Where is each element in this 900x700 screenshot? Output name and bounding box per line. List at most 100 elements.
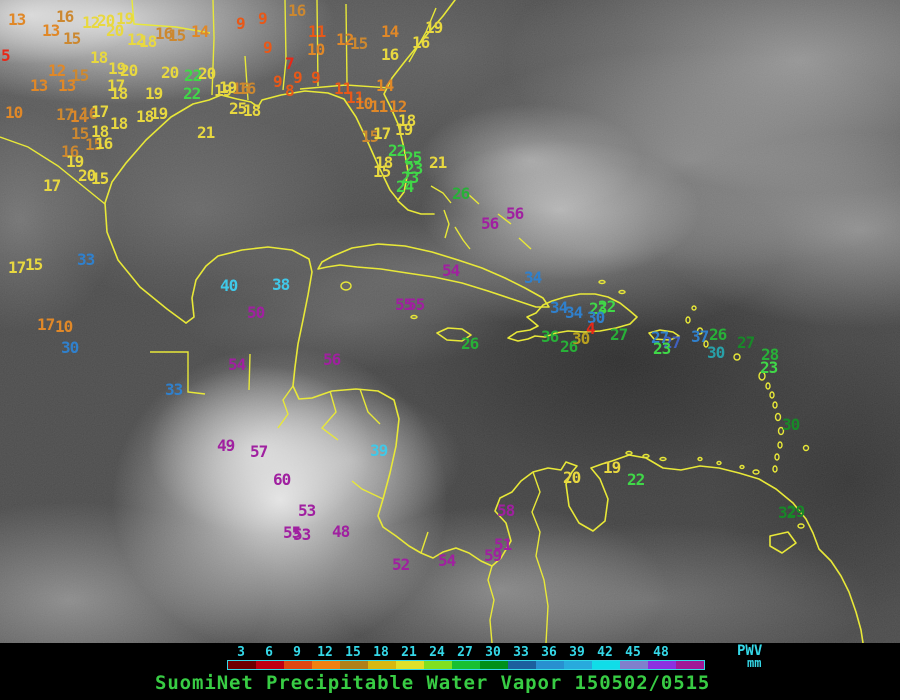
station-value: 7 [285, 54, 295, 73]
station-value: 23 [653, 339, 671, 358]
colorbar-tick: 15 [345, 645, 361, 660]
station-value: 17 [91, 102, 109, 121]
station-value: 18 [375, 153, 393, 172]
station-value: 20 [198, 64, 216, 83]
station-value: 17 [37, 315, 55, 334]
station-value: 19 [219, 78, 237, 97]
station-value: 19 [108, 59, 126, 78]
station-value: 29 [787, 502, 805, 521]
station-value: 19 [214, 81, 232, 100]
station-value: 27 [610, 325, 628, 344]
colorbar-segment [648, 661, 676, 669]
station-value: 40 [220, 276, 238, 295]
colorbar-segment [424, 661, 452, 669]
station-value: 38 [272, 275, 290, 294]
station-value: 15 [361, 127, 379, 146]
colorbar-segment [368, 661, 396, 669]
station-value: 33 [165, 380, 183, 399]
station-value: 23 [589, 299, 607, 318]
station-value: 11 [346, 88, 364, 107]
colorbar [227, 660, 705, 670]
station-values-layer: 13 16 12 20 19 13 15 20 12 18 16 15 14 9 9 16 5 12 15 13 13 1… [1, 3, 805, 573]
colorbar-tick: 42 [597, 645, 613, 660]
station-value: 12 [82, 13, 100, 32]
station-value: 21 [197, 123, 215, 142]
station-value: 12 [336, 30, 354, 49]
station-value: 27 [663, 333, 681, 352]
colorbar-segment [592, 661, 620, 669]
station-value: 34 [565, 303, 583, 322]
station-value: 37 [691, 327, 709, 346]
station-value: 55 [283, 523, 301, 542]
station-value: 18 [243, 101, 261, 120]
station-value: 59 [484, 546, 502, 565]
station-value: 10 [55, 317, 73, 336]
station-value: 56 [323, 350, 341, 369]
station-value: 16 [238, 79, 256, 98]
station-value: 28 [761, 345, 779, 364]
station-value: 27 [737, 333, 755, 352]
station-value: 16 [155, 24, 173, 43]
station-value: 21 [429, 153, 447, 172]
colorbar-segment [228, 661, 256, 669]
station-value: 13 [30, 76, 48, 95]
station-value: 18 [136, 107, 154, 126]
station-value: 13 [58, 76, 76, 95]
station-value: 23 [401, 168, 419, 187]
station-value: 39 [370, 441, 388, 460]
station-value: 15 [350, 34, 368, 53]
station-value: 13 [8, 10, 26, 29]
station-value: 34 [524, 268, 542, 287]
colorbar-tick: 36 [541, 645, 557, 660]
station-value: 32 [778, 503, 796, 522]
station-value: 24 [396, 177, 414, 196]
station-value: 22 [388, 141, 406, 160]
station-value: 15 [168, 26, 186, 45]
station-value: 18 [110, 114, 128, 133]
station-value: 54 [228, 355, 246, 374]
station-value: 36 [541, 327, 559, 346]
station-value: 30 [707, 343, 725, 362]
station-value: 30 [587, 308, 605, 327]
station-value: 19 [116, 9, 134, 28]
station-value: 17 [107, 76, 125, 95]
station-value: 57 [250, 442, 268, 461]
station-value: 54 [442, 261, 460, 280]
station-value: 14 [70, 107, 88, 126]
station-value: 9 [273, 72, 283, 91]
footer-bar: 3 6 9 12 15 18 21 24 27 30 33 36 39 42 45 48 PWV mm Suo… [0, 643, 900, 700]
station-value: 16 [412, 33, 430, 52]
station-value: 20 [161, 63, 179, 82]
station-value: 34 [550, 298, 568, 317]
station-value: 11 [370, 97, 388, 116]
station-value: 18 [90, 48, 108, 67]
satellite-map: 13 16 12 20 19 13 15 20 12 18 16 15 14 9 9 16 5 12 15 13 13 1… [0, 0, 900, 643]
station-value: 17 [8, 258, 26, 277]
station-value: 18 [91, 122, 109, 141]
station-value: 9 [311, 68, 321, 87]
station-value: 26 [461, 334, 479, 353]
colorbar-tick: 39 [569, 645, 585, 660]
station-value: 60 [273, 470, 291, 489]
station-value: 15 [85, 135, 103, 154]
colorbar-segment [284, 661, 312, 669]
station-value: 19 [603, 458, 621, 477]
station-value: 15 [63, 29, 81, 48]
station-value: 20 [106, 21, 124, 40]
station-value: 20 [120, 61, 138, 80]
station-value: 15 [71, 124, 89, 143]
station-value: 19 [395, 120, 413, 139]
station-value: 17 [56, 105, 74, 124]
colorbar-tick: 6 [265, 645, 273, 660]
mm-unit-label: mm [747, 656, 762, 670]
station-value: 10 [5, 103, 23, 122]
footer-title: SuomiNet Precipitable Water Vapor 150502… [155, 672, 711, 694]
station-value: 12 [127, 30, 145, 49]
colorbar-segment [452, 661, 480, 669]
station-value: 15 [373, 162, 391, 181]
station-value: 19 [66, 152, 84, 171]
station-value: 15 [25, 255, 43, 274]
station-value: 13 [42, 21, 60, 40]
station-value: 14 [191, 22, 209, 41]
station-value: 14 [376, 76, 394, 95]
